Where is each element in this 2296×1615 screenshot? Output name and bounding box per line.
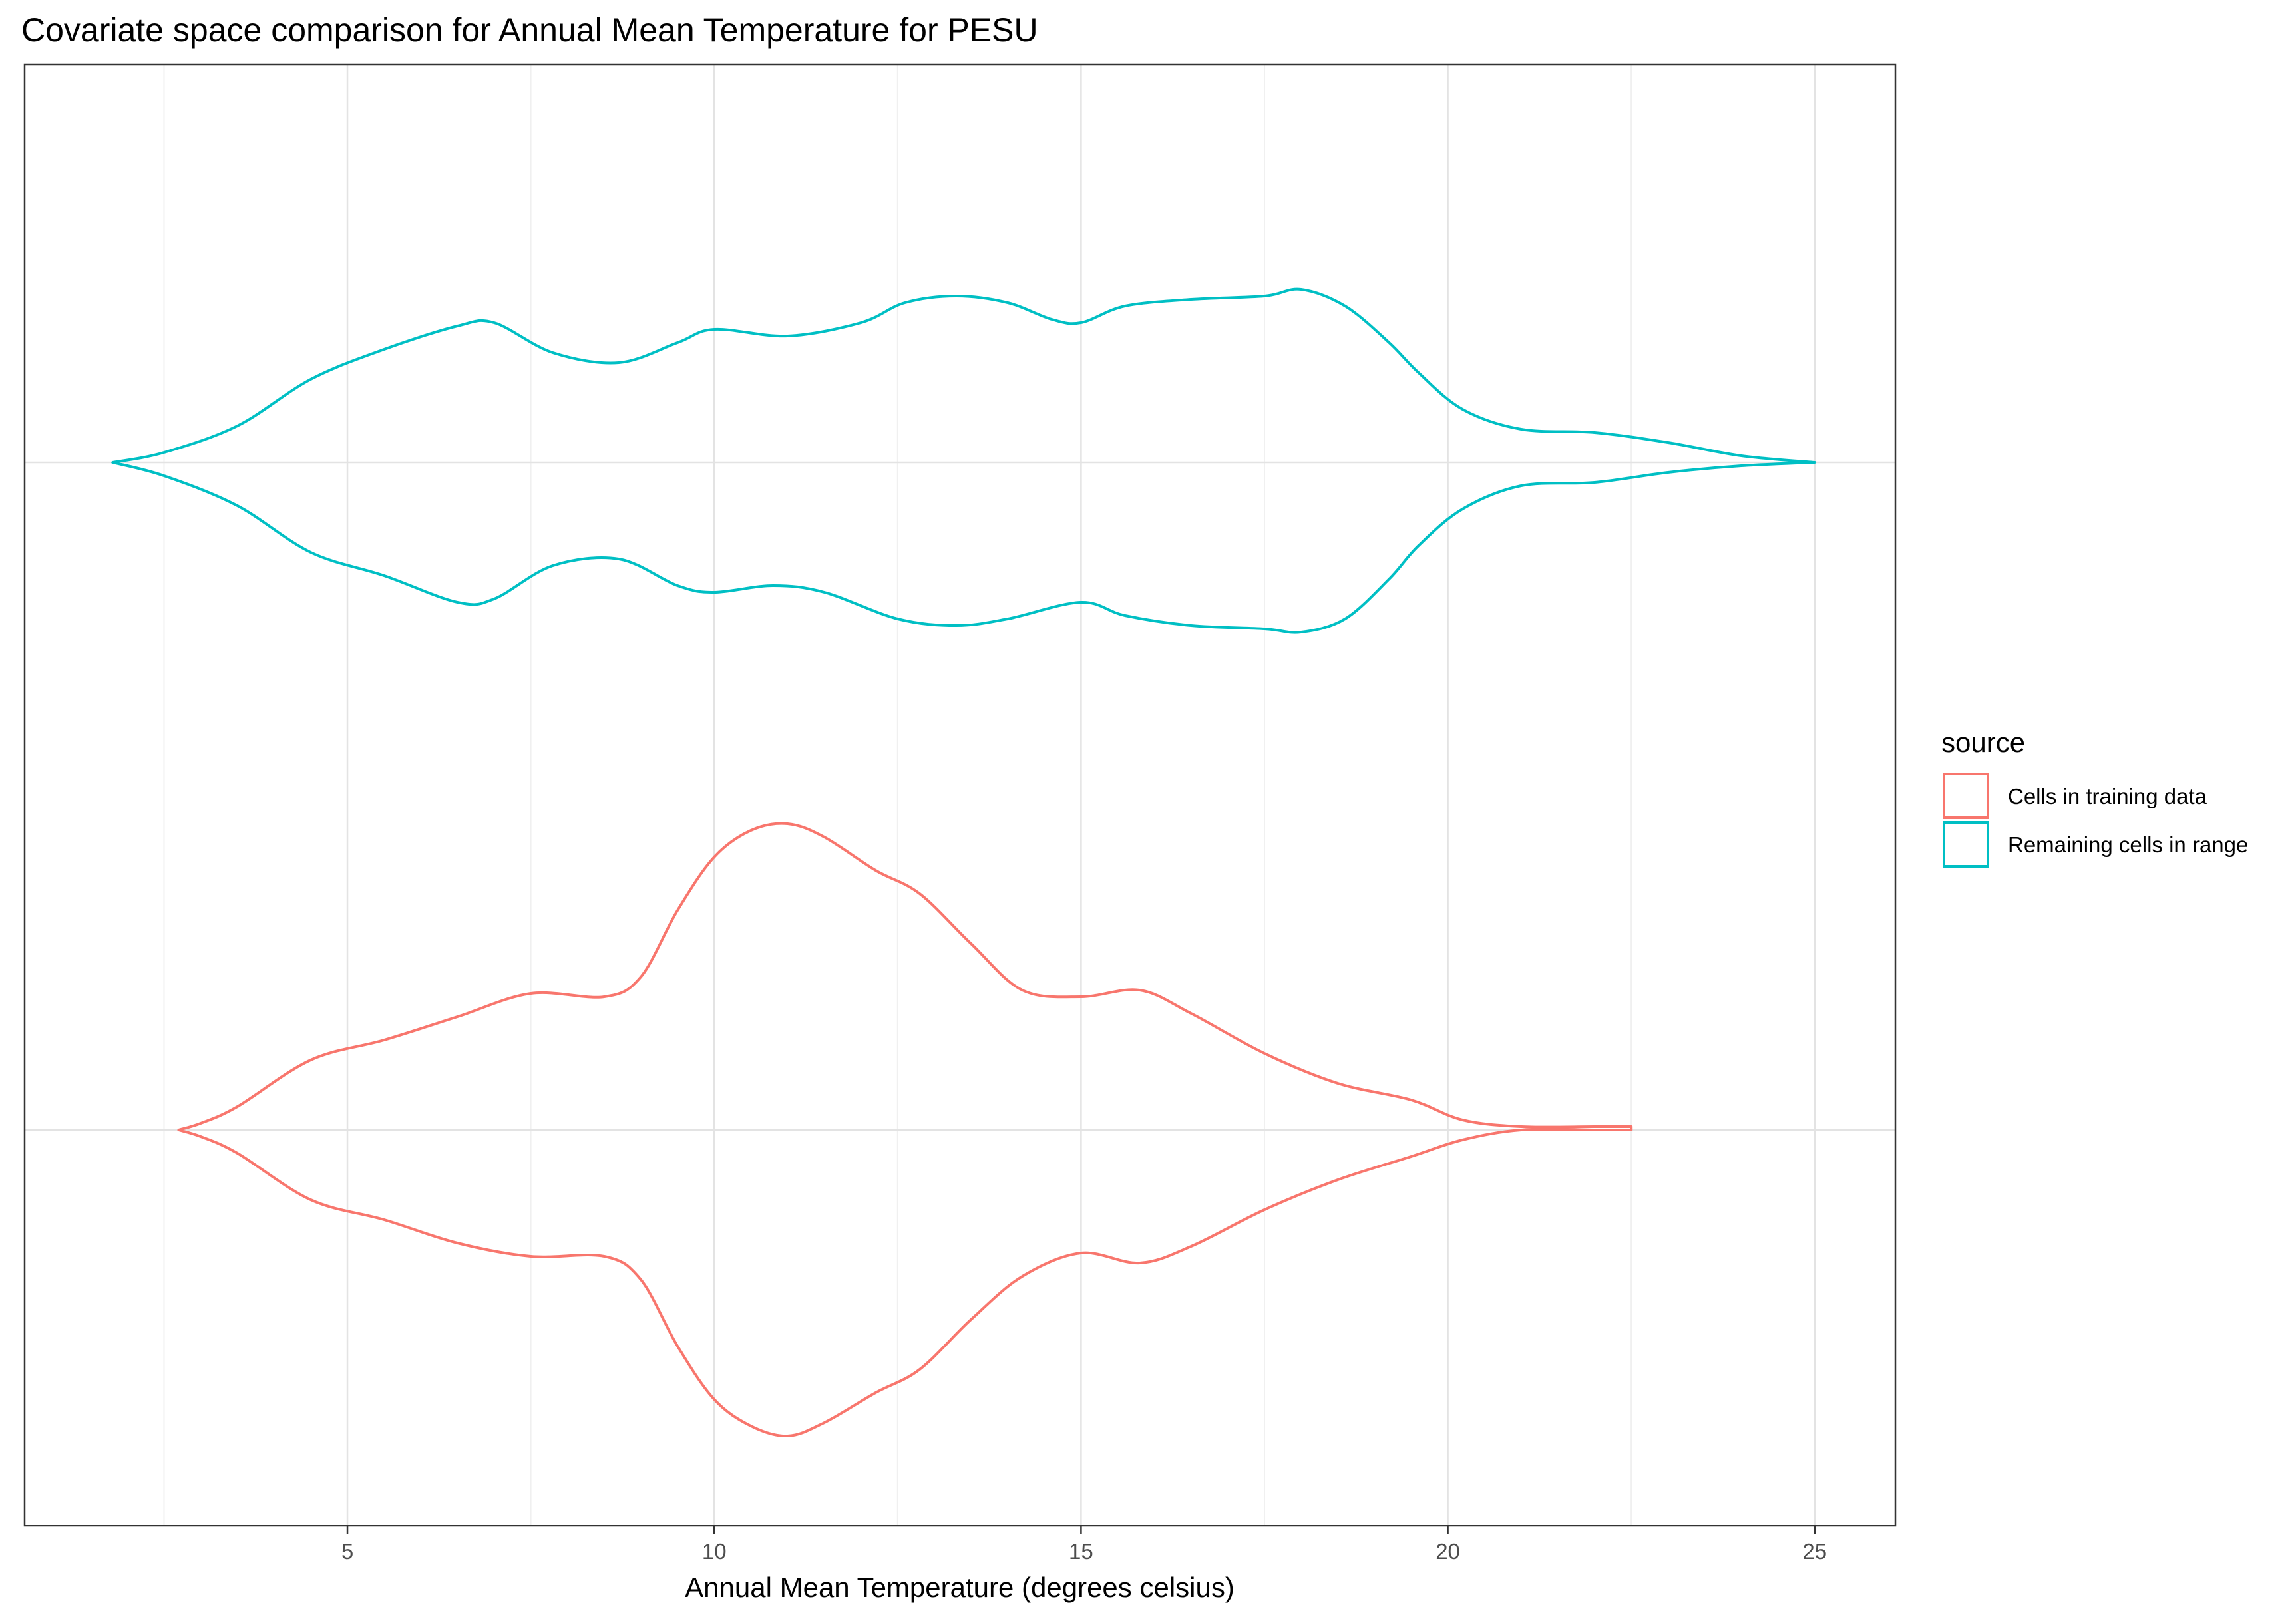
- violin-remaining-cells-in-range: [111, 287, 1816, 634]
- x-tick-label: 10: [702, 1539, 727, 1564]
- violins: [111, 287, 1816, 1438]
- x-tick-label: 20: [1435, 1539, 1460, 1564]
- plot-area: [23, 63, 1897, 1527]
- legend-key: [1943, 773, 1989, 819]
- violin-cells-in-training-data: [177, 822, 1633, 1438]
- plot-panel: [25, 65, 1895, 1526]
- legend-label: Remaining cells in range: [2008, 832, 2248, 857]
- x-tick-label: 25: [1802, 1539, 1827, 1564]
- legend-key: [1943, 821, 1989, 868]
- plot-border: [23, 63, 1897, 1527]
- legend-items: Cells in training data Remaining cells in…: [1943, 773, 2248, 868]
- x-axis: 5 10 15 20 25: [341, 1526, 1827, 1564]
- legend-label: Cells in training data: [2008, 784, 2207, 808]
- x-tick-label: 5: [341, 1539, 353, 1564]
- legend-title: source: [1941, 727, 2025, 758]
- grid-lines: [25, 65, 1895, 1526]
- x-axis-title: Annual Mean Temperature (degrees celsius…: [685, 1572, 1235, 1603]
- legend: source Cells in training data Remaining c…: [1941, 727, 2248, 868]
- x-tick-label: 15: [1069, 1539, 1093, 1564]
- chart-title: Covariate space comparison for Annual Me…: [21, 11, 1038, 49]
